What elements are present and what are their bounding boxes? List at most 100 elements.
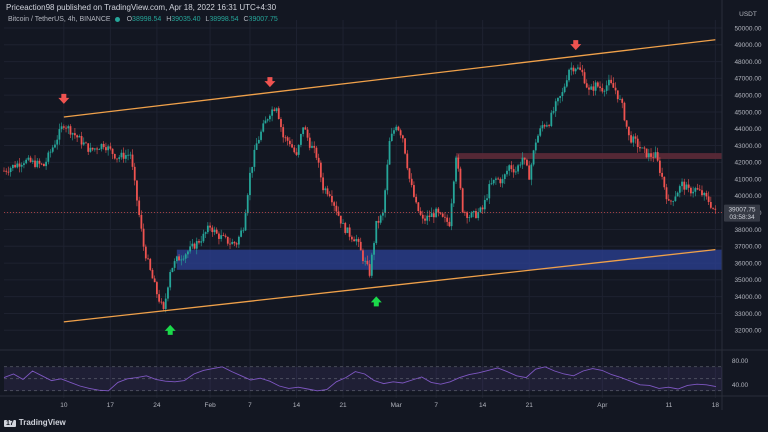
candle-body [475, 210, 477, 219]
candle-body [415, 196, 418, 203]
quote-currency-label: USDT [739, 11, 757, 18]
candle-body [284, 137, 287, 139]
candle-body [599, 86, 601, 88]
candle-body [508, 165, 511, 171]
candle-body [519, 164, 522, 166]
candle-body [195, 241, 198, 249]
candle-body [661, 172, 664, 177]
candle-body [404, 138, 406, 154]
candle-body [592, 86, 595, 91]
candle-body [656, 152, 659, 161]
candle-body [696, 188, 699, 190]
candle-body [619, 98, 621, 100]
candle-body [31, 160, 34, 162]
candle-body [698, 189, 701, 191]
candle-body [692, 191, 695, 194]
candle-body [674, 196, 677, 202]
candle-body [512, 169, 515, 173]
candle-body [530, 164, 533, 180]
candle-body [78, 136, 81, 138]
candle-body [335, 205, 338, 212]
candle-body [658, 160, 661, 173]
candle-body [448, 221, 451, 227]
candle-body [158, 294, 161, 302]
candle-body [687, 184, 690, 188]
candle-body [401, 135, 404, 139]
candle-body [302, 127, 305, 135]
candle-body [198, 241, 200, 243]
candle-body [605, 85, 608, 91]
candle-body [444, 216, 446, 218]
candle-body [468, 217, 471, 219]
candle-body [109, 146, 112, 149]
candle-body [324, 188, 327, 191]
candle-body [67, 126, 70, 129]
candle-body [122, 152, 125, 159]
candle-body [705, 192, 708, 197]
candle-body [133, 166, 136, 181]
candle-body [395, 126, 398, 131]
candle-body [58, 129, 61, 140]
candle-body [342, 222, 344, 224]
candle-body [370, 254, 373, 276]
candle-body [621, 98, 624, 103]
rsi-band [4, 366, 722, 391]
candle-body [260, 131, 262, 140]
candle-body [561, 92, 564, 97]
time-tick-label: 18 [712, 402, 720, 409]
candle-body [129, 154, 132, 156]
candle-body [85, 142, 87, 144]
candle-body [439, 212, 442, 214]
candle-body [694, 188, 697, 192]
candle-body [534, 142, 537, 151]
candle-body [488, 184, 491, 199]
candle-body [663, 176, 666, 188]
candle-body [614, 87, 617, 91]
candle-body [328, 194, 331, 196]
price-tick-label: 36000.00 [734, 260, 761, 267]
candle-body [140, 214, 143, 229]
candle-body [590, 86, 593, 90]
candle-body [218, 233, 220, 239]
candle-body [399, 130, 402, 136]
candle-body [16, 163, 19, 168]
candle-body [714, 208, 717, 210]
candle-body [506, 170, 508, 175]
candle-body [293, 147, 296, 153]
candle-body [388, 141, 391, 165]
candle-body [610, 79, 613, 84]
candle-body [466, 212, 469, 218]
price-tick-label: 50000.00 [734, 25, 761, 32]
candle-body [681, 181, 683, 187]
candle-body [495, 178, 497, 180]
candle-body [246, 195, 249, 214]
candle-body [490, 183, 493, 185]
candle-body [213, 229, 216, 233]
candle-body [557, 97, 559, 102]
candle-body [142, 228, 145, 247]
price-tick-label: 43000.00 [734, 143, 761, 150]
candle-body [275, 108, 278, 111]
candle-body [313, 146, 316, 148]
candle-body [346, 227, 349, 233]
candle-body [701, 190, 703, 196]
candle-body [690, 187, 692, 194]
candle-body [71, 133, 74, 135]
candle-body [410, 178, 413, 186]
candle-body [645, 148, 648, 158]
candle-body [268, 115, 271, 120]
time-tick-label: 10 [60, 402, 68, 409]
candle-body [180, 259, 183, 261]
candle-body [486, 198, 488, 201]
footer-brand: 17 TradingView [4, 418, 66, 427]
candle-body [11, 164, 14, 169]
candle-body [523, 157, 526, 160]
candle-body [155, 282, 158, 295]
candle-body [291, 144, 293, 148]
candle-body [426, 215, 429, 221]
symbol-label[interactable]: Bitcoin / TetherUS, 4h, BINANCE [8, 16, 111, 23]
candle-body [102, 143, 105, 148]
candle-body [167, 287, 169, 299]
time-tick-label: 14 [293, 402, 301, 409]
